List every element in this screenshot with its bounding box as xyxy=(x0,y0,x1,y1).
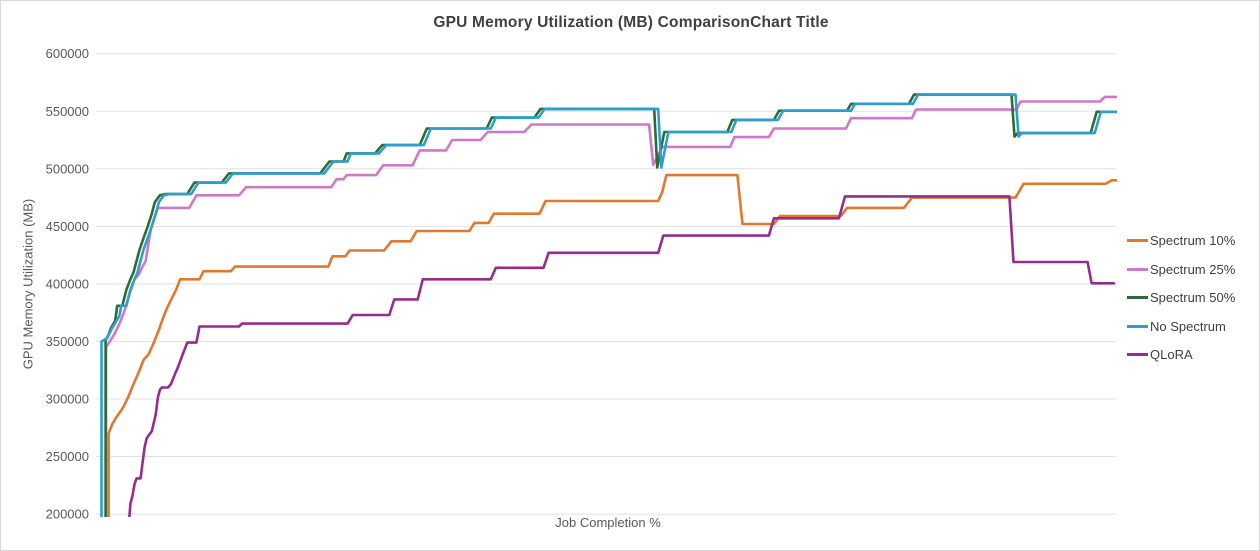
y-tick-label-600000: 600000 xyxy=(46,46,89,61)
legend-swatch-spectrum-25 xyxy=(1127,267,1148,271)
legend-item-no-spectrum: No Spectrum xyxy=(1127,318,1235,335)
y-tick-label-300000: 300000 xyxy=(46,392,89,407)
legend-item-qlora: QLoRA xyxy=(1127,346,1235,363)
legend-label-spectrum-25: Spectrum 25% xyxy=(1150,261,1236,277)
legend: Spectrum 10% Spectrum 25% Spectrum 50% No S… xyxy=(1127,232,1235,363)
legend-swatch-spectrum-10 xyxy=(1127,239,1148,242)
y-tick-label-450000: 450000 xyxy=(46,219,89,234)
legend-swatch-spectrum-50 xyxy=(1127,296,1148,299)
chart-title: GPU Memory Utilization (MB) ComparisonCh… xyxy=(433,14,829,31)
series-line-qlora xyxy=(128,195,1116,517)
series-line-spectrum-25 xyxy=(104,95,1117,517)
legend-item-spectrum-50: Spectrum 50% xyxy=(1127,289,1235,306)
y-tick-label-500000: 500000 xyxy=(46,161,89,176)
y-tick-label-250000: 250000 xyxy=(46,449,89,464)
y-tick-label-350000: 350000 xyxy=(46,334,89,349)
series-line-spectrum-50 xyxy=(104,93,1117,517)
y-tick-label-550000: 550000 xyxy=(46,104,89,119)
legend-item-spectrum-25: Spectrum 25% xyxy=(1127,261,1235,278)
y-tick-label-200000: 200000 xyxy=(46,507,89,522)
legend-label-spectrum-50: Spectrum 50% xyxy=(1150,290,1236,305)
legend-swatch-no-spectrum xyxy=(1127,324,1148,328)
legend-label-spectrum-10: Spectrum 10% xyxy=(1150,233,1236,248)
legend-item-spectrum-10: Spectrum 10% xyxy=(1127,232,1235,249)
series-line-no-spectrum xyxy=(100,93,1117,517)
legend-label-no-spectrum: No Spectrum xyxy=(1150,318,1226,334)
y-tick-label-400000: 400000 xyxy=(46,276,89,291)
series-line-spectrum-10 xyxy=(107,173,1117,517)
legend-label-qlora: QLoRA xyxy=(1150,347,1193,362)
legend-swatch-qlora xyxy=(1127,353,1148,356)
x-axis-title: Job Completion % xyxy=(555,515,661,530)
